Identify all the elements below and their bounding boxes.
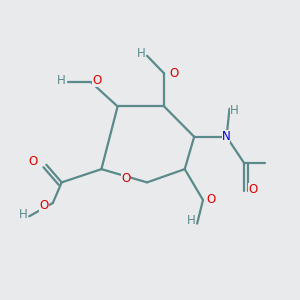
Text: O: O bbox=[92, 74, 102, 87]
Text: H: H bbox=[57, 74, 65, 87]
Text: O: O bbox=[39, 199, 49, 212]
Text: H: H bbox=[187, 214, 196, 227]
Text: O: O bbox=[169, 67, 178, 80]
Text: H: H bbox=[137, 47, 146, 60]
Text: N: N bbox=[222, 130, 230, 143]
Text: O: O bbox=[207, 193, 216, 206]
Text: O: O bbox=[121, 172, 130, 185]
Text: O: O bbox=[28, 155, 38, 168]
Text: O: O bbox=[248, 183, 258, 196]
Text: H: H bbox=[230, 104, 239, 117]
Text: H: H bbox=[18, 208, 27, 221]
